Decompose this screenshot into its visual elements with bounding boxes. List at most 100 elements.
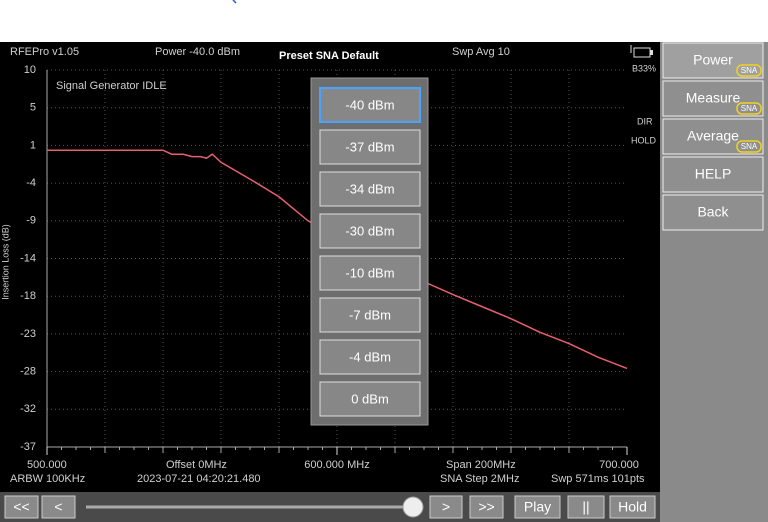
power-status: Power -40.0 dBm bbox=[155, 46, 240, 58]
side-button-box[interactable] bbox=[662, 42, 764, 79]
side-button-box[interactable] bbox=[662, 80, 764, 117]
side-button-label[interactable]: Average bbox=[687, 128, 739, 144]
side-button-label[interactable]: Power bbox=[693, 52, 733, 68]
control-button[interactable]: Hold bbox=[609, 495, 656, 519]
power-option-label[interactable]: -37 dBm bbox=[345, 139, 394, 154]
side-button[interactable]: Power SNA bbox=[662, 42, 764, 79]
control-button[interactable]: > bbox=[429, 495, 463, 519]
badge-label: SNA bbox=[741, 104, 758, 113]
power-option[interactable]: -40 dBm bbox=[319, 87, 421, 123]
control-button-box[interactable] bbox=[514, 495, 561, 519]
power-option[interactable]: -4 dBm bbox=[319, 339, 421, 375]
power-option[interactable]: -30 dBm bbox=[319, 213, 421, 249]
y-tick-label: -18 bbox=[20, 290, 36, 302]
top-strip bbox=[0, 0, 768, 42]
control-button-label[interactable]: << bbox=[13, 499, 29, 515]
side-button-label[interactable]: HELP bbox=[695, 166, 732, 182]
side-button-label[interactable]: Back bbox=[697, 204, 729, 220]
power-option-label[interactable]: -40 dBm bbox=[345, 97, 394, 112]
y-tick-label: -14 bbox=[20, 252, 36, 264]
battery-icon bbox=[630, 45, 653, 58]
control-button-box[interactable] bbox=[469, 495, 504, 519]
power-option[interactable]: -34 dBm bbox=[319, 171, 421, 207]
preset-title: Preset SNA Default bbox=[279, 50, 379, 62]
power-option[interactable]: -7 dBm bbox=[319, 297, 421, 333]
power-option-button[interactable] bbox=[319, 381, 421, 417]
control-button-label[interactable]: >> bbox=[478, 499, 494, 515]
x-tick-label: 600.000 MHz bbox=[304, 459, 369, 471]
dir-indicator: DIR bbox=[637, 116, 653, 126]
offset: Offset 0MHz bbox=[166, 459, 227, 471]
y-tick-label: -23 bbox=[20, 328, 36, 340]
control-button-label[interactable]: Play bbox=[524, 499, 551, 515]
power-option[interactable]: 0 dBm bbox=[319, 381, 421, 417]
side-button[interactable]: Back bbox=[662, 194, 764, 231]
control-button-box[interactable] bbox=[609, 495, 656, 519]
y-tick-label: 5 bbox=[30, 102, 36, 114]
control-button-label[interactable]: Hold bbox=[618, 499, 647, 515]
power-option-label[interactable]: 0 dBm bbox=[351, 391, 389, 406]
power-option-label[interactable]: -7 dBm bbox=[349, 307, 391, 322]
battery-level: B33% bbox=[632, 63, 656, 73]
y-tick-label: -28 bbox=[20, 366, 36, 378]
span: Span 200MHz bbox=[446, 459, 516, 471]
y-tick-label: 10 bbox=[24, 64, 36, 76]
power-option[interactable]: -37 dBm bbox=[319, 129, 421, 165]
y-tick-label: -4 bbox=[26, 177, 36, 189]
power-option-label[interactable]: -10 dBm bbox=[345, 265, 394, 280]
y-tick-label: 1 bbox=[30, 139, 36, 151]
control-button-box[interactable] bbox=[567, 495, 605, 519]
side-button[interactable]: HELP bbox=[662, 156, 764, 193]
control-button-label[interactable]: || bbox=[582, 499, 589, 515]
control-button-box[interactable] bbox=[4, 495, 39, 519]
side-button-box[interactable] bbox=[662, 194, 764, 231]
badge-label: SNA bbox=[741, 142, 758, 151]
badge-outline bbox=[736, 64, 762, 77]
y-tick-label: -32 bbox=[20, 403, 36, 415]
y-tick-label: -37 bbox=[20, 441, 36, 453]
rbw: ARBW 100KHz bbox=[10, 473, 85, 485]
power-option-button[interactable] bbox=[319, 213, 421, 249]
power-option-label[interactable]: -34 dBm bbox=[345, 181, 394, 196]
side-button-box[interactable] bbox=[662, 156, 764, 193]
control-button[interactable]: << bbox=[4, 495, 39, 519]
step: SNA Step 2MHz bbox=[440, 473, 519, 485]
badge-label: SNA bbox=[741, 66, 758, 75]
control-button[interactable]: Play bbox=[514, 495, 561, 519]
y-axis-label: Insertion Loss (dB) bbox=[0, 224, 10, 300]
power-option-button[interactable] bbox=[319, 171, 421, 207]
control-button-label[interactable]: > bbox=[442, 499, 450, 515]
side-button-box[interactable] bbox=[662, 118, 764, 155]
power-option-button[interactable] bbox=[319, 129, 421, 165]
sweep-info: Swp 571ms 101pts bbox=[551, 473, 645, 485]
hold-indicator: HOLD bbox=[631, 135, 657, 145]
control-button[interactable]: >> bbox=[469, 495, 504, 519]
control-button-box[interactable] bbox=[41, 495, 76, 519]
side-button-label[interactable]: Measure bbox=[686, 90, 741, 106]
control-button[interactable]: < bbox=[41, 495, 76, 519]
x-tick-label: 700.000 bbox=[599, 459, 639, 471]
power-option-label[interactable]: -4 dBm bbox=[349, 349, 391, 364]
generator-status: Signal Generator IDLE bbox=[56, 80, 167, 92]
badge-outline bbox=[736, 140, 762, 153]
cursor-mark bbox=[232, 0, 237, 4]
control-button[interactable]: || bbox=[567, 495, 605, 519]
power-option-button[interactable] bbox=[319, 339, 421, 375]
power-option-button[interactable] bbox=[319, 87, 421, 123]
x-tick-label: 500.000 bbox=[27, 459, 67, 471]
trace-line bbox=[47, 149, 628, 370]
timestamp: 2023-07-21 04:20:21.480 bbox=[137, 473, 261, 485]
sweep-average: Swp Avg 10 bbox=[452, 46, 510, 58]
y-tick-label: -9 bbox=[26, 215, 36, 227]
control-button-label[interactable]: < bbox=[54, 499, 62, 515]
power-option-button[interactable] bbox=[319, 255, 421, 291]
power-option[interactable]: -10 dBm bbox=[319, 255, 421, 291]
control-button-box[interactable] bbox=[429, 495, 463, 519]
power-option-button[interactable] bbox=[319, 297, 421, 333]
power-option-label[interactable]: -30 dBm bbox=[345, 223, 394, 238]
slider-knob[interactable] bbox=[402, 496, 424, 518]
badge-outline bbox=[736, 102, 762, 115]
